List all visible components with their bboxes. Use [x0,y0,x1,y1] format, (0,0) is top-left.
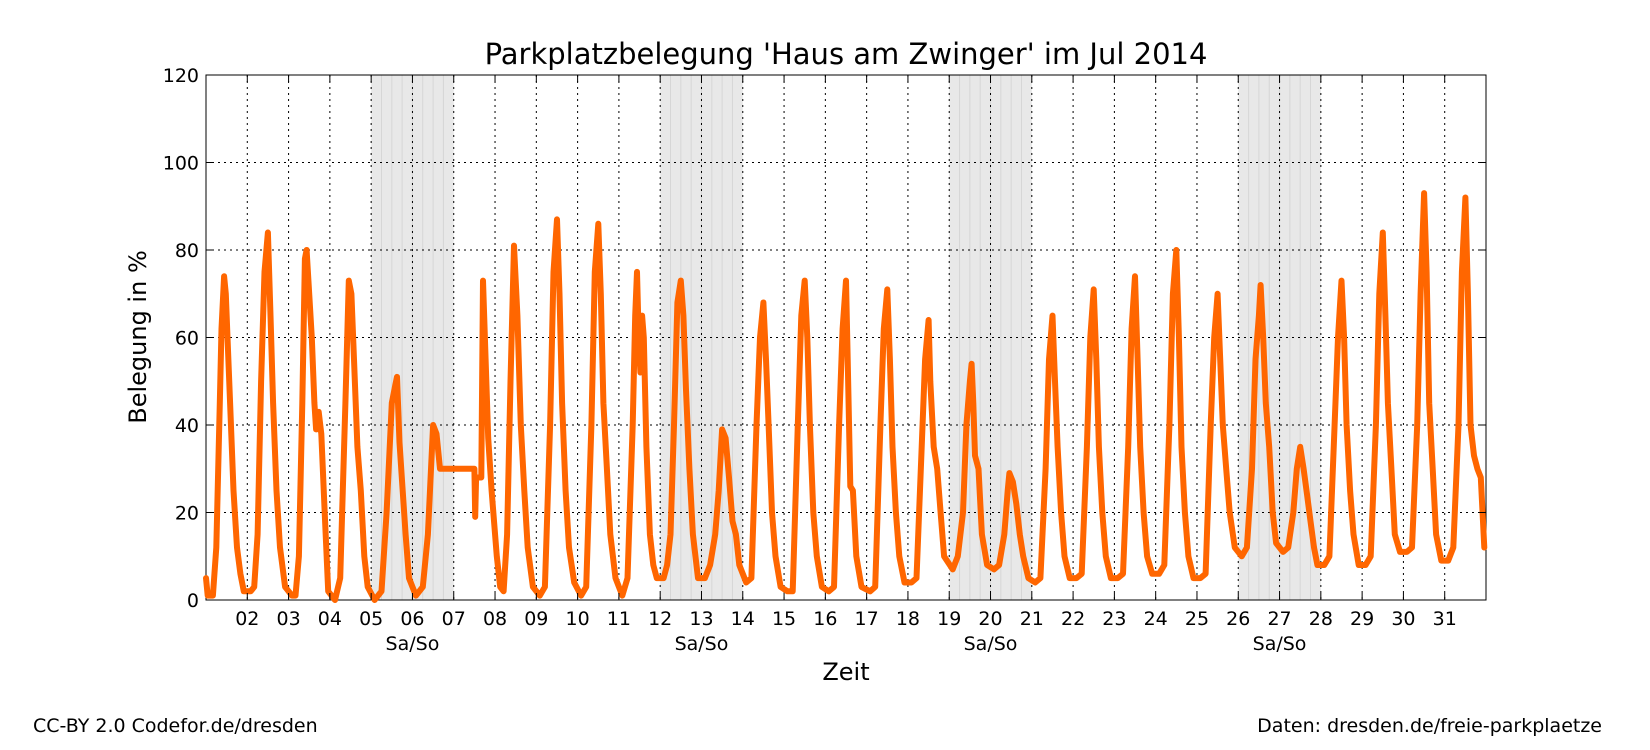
x-tick-label: 19 [937,608,961,630]
x-tick-label: 09 [524,608,548,630]
x-tick-label: 30 [1391,608,1415,630]
x-tick-label: 15 [772,608,796,630]
y-tick-label: 100 [163,153,199,175]
y-tick-label: 20 [175,503,199,525]
x-tick-label: 11 [607,608,631,630]
y-tick-label: 80 [175,240,199,262]
x-tick-label: 08 [483,608,507,630]
x-tick-label: 07 [442,608,466,630]
x-tick-label: 03 [276,608,300,630]
y-tick-label: 60 [175,328,199,350]
x-tick-label: 16 [813,608,837,630]
x-tick-label: 28 [1309,608,1333,630]
x-tick-label: 12 [648,608,672,630]
x-tick-label: 05 [359,608,383,630]
x-tick-label: 25 [1185,608,1209,630]
x-tick-label: 06 [400,608,424,630]
x-tick-label: 10 [566,608,590,630]
x-tick-label: 13 [689,608,713,630]
x-tick-label: 22 [1061,608,1085,630]
x-tick-label: 27 [1267,608,1291,630]
series [203,190,1488,603]
axis-ticks: Sa/So Sa/So Sa/So Sa/So 0 20 40 60 80 100 120 02 03 0… [163,65,1486,655]
y-tick-label: 0 [187,590,199,612]
x-tick-label: 14 [731,608,755,630]
x-axis-label: Zeit [822,658,869,686]
weekend-label: Sa/So [1253,633,1307,655]
y-axis-label: Belegung in % [124,250,152,424]
x-tick-label: 17 [855,608,879,630]
weekend-label: Sa/So [675,633,729,655]
y-tick-label: 120 [163,65,199,87]
license-credit: CC-BY 2.0 Codefor.de/dresden [33,715,318,737]
x-tick-label: 04 [318,608,342,630]
x-tick-label: 31 [1433,608,1457,630]
weekend-label: Sa/So [964,633,1018,655]
data-source-credit: Daten: dresden.de/freie-parkplaetze [1257,715,1602,737]
x-tick-label: 26 [1226,608,1250,630]
x-tick-label: 23 [1102,608,1126,630]
x-tick-label: 18 [896,608,920,630]
x-tick-label: 20 [978,608,1002,630]
x-tick-label: 21 [1020,608,1044,630]
weekend-label: Sa/So [386,633,440,655]
x-tick-label: 02 [235,608,259,630]
x-tick-label: 29 [1350,608,1374,630]
series-line [203,190,1488,603]
y-tick-label: 40 [175,415,199,437]
x-tick-label: 24 [1144,608,1168,630]
chart-title: Parkplatzbelegung 'Haus am Zwinger' im J… [485,37,1208,71]
